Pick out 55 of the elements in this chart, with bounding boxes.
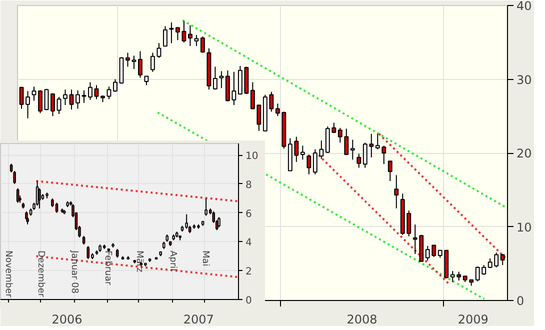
candlestick <box>212 66 218 90</box>
x-tick-label: Februar <box>102 250 113 286</box>
candlestick <box>500 254 505 266</box>
candlestick <box>185 214 188 230</box>
y-tick-label: 0 <box>516 294 524 308</box>
candlestick <box>350 139 355 160</box>
candlestick <box>218 216 220 228</box>
candlestick <box>69 89 74 110</box>
x-tick-label: März <box>134 250 144 272</box>
x-tick-label: 2007 <box>183 312 214 326</box>
x-tick-label: 2008 <box>346 312 378 326</box>
candlestick <box>106 86 112 100</box>
candlestick <box>86 246 90 260</box>
candlestick <box>38 90 42 114</box>
candlestick <box>194 34 199 47</box>
candlestick <box>300 145 305 160</box>
candlestick <box>113 78 118 92</box>
candlestick <box>169 22 174 44</box>
candlestick <box>88 82 92 100</box>
y-tick-label: 30 <box>516 72 532 87</box>
x-tick-label: Mai <box>200 250 210 266</box>
candlestick <box>26 90 30 119</box>
y-tick-label: 8 <box>246 180 252 191</box>
candlestick <box>19 86 24 110</box>
y-tick-label: 10 <box>246 151 258 162</box>
candlestick <box>356 153 362 168</box>
y-tick-label: 0 <box>246 296 252 306</box>
x-tick-label: 2006 <box>52 312 82 326</box>
x-tick-label: Dezember <box>36 250 46 298</box>
candlestick <box>56 96 62 114</box>
y-tick-label: 4 <box>246 238 252 249</box>
x-tick-label: April <box>168 250 178 272</box>
y-tick-label: 6 <box>246 208 252 220</box>
candlestick <box>126 52 130 68</box>
candlestick <box>200 36 205 54</box>
candlestick <box>132 55 136 70</box>
x-tick-label: 2009 <box>458 312 488 326</box>
candlestick <box>306 154 312 175</box>
candlestick <box>162 26 168 47</box>
candlestick <box>219 70 224 89</box>
candlestick <box>188 24 192 47</box>
y-tick-label: 20 <box>516 146 532 160</box>
y-tick-label: 10 <box>516 220 532 234</box>
candlestick <box>50 92 55 117</box>
candlestick <box>63 89 68 106</box>
candlestick <box>55 202 58 214</box>
x-tick-label: November <box>3 250 14 298</box>
x-tick-label: Januar 08 <box>69 250 80 294</box>
y-tick-label: 40 <box>516 0 532 13</box>
candlestick <box>394 174 399 209</box>
candlestick <box>388 160 392 182</box>
candlestick <box>32 86 36 102</box>
candlestick <box>76 90 80 110</box>
y-tick-label: 2 <box>246 266 252 278</box>
candlestick <box>138 50 142 78</box>
